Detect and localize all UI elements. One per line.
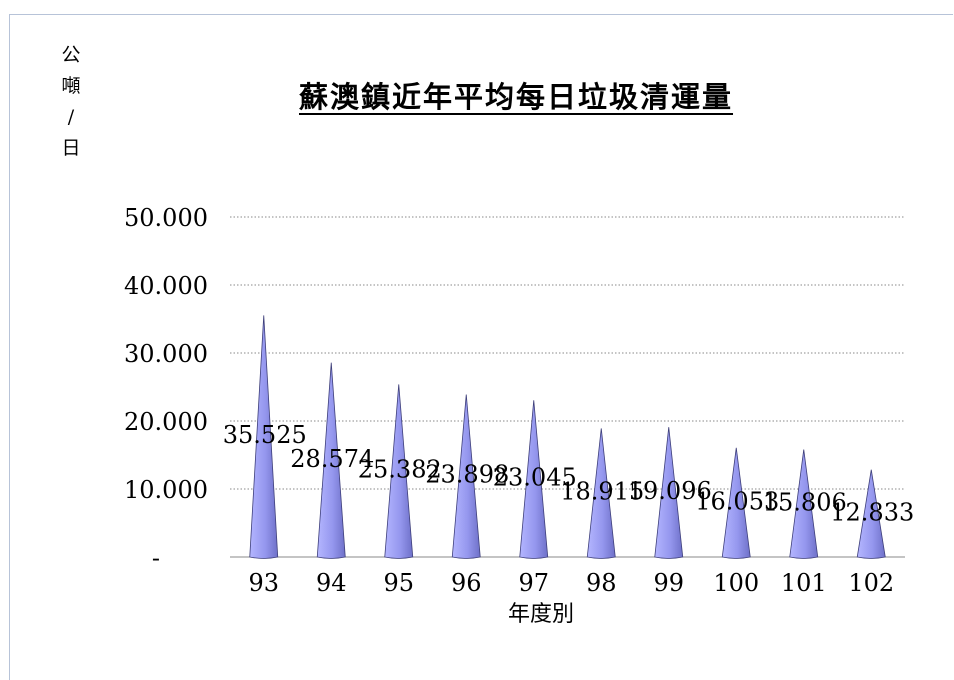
x-tick-label: 101 — [781, 569, 827, 597]
x-axis-label: 年度別 — [508, 602, 575, 627]
data-label: 35.525 — [223, 421, 307, 449]
x-tick-label: 97 — [518, 569, 549, 597]
bar-93 — [249, 315, 279, 559]
chart-title: 蘇澳鎮近年平均每日垃圾清運量 — [299, 80, 734, 114]
chart-frame — [9, 14, 953, 680]
x-tick-label: 93 — [248, 569, 279, 597]
data-label: 16.053 — [695, 487, 779, 515]
y-tick-label: 20.000 — [124, 408, 208, 436]
x-tick-label: 102 — [848, 569, 894, 597]
bar-96 — [451, 394, 481, 559]
bar-94 — [316, 362, 346, 559]
y-tick-label: 30.000 — [124, 340, 208, 368]
y-tick-label: 50.000 — [124, 204, 208, 232]
y-axis-label: 公 噸 / 日 — [56, 40, 86, 164]
x-tick-label: 94 — [316, 569, 347, 597]
data-label: 23.898 — [425, 461, 509, 489]
x-tick-label: 95 — [383, 569, 414, 597]
bar-100 — [721, 447, 751, 559]
bar-99 — [654, 427, 684, 559]
data-label: 28.574 — [290, 445, 374, 473]
bar-97 — [519, 400, 549, 559]
data-label: 18.915 — [560, 478, 644, 506]
y-tick-label: 40.000 — [124, 272, 208, 300]
data-label: 12.833 — [830, 498, 914, 526]
data-label: 23.045 — [493, 464, 577, 492]
bar-101 — [789, 449, 819, 559]
x-tick-label: 98 — [586, 569, 617, 597]
x-tick-label: 99 — [653, 569, 684, 597]
y-axis-label-char: 公 — [61, 44, 81, 66]
y-axis-label-char: / — [67, 106, 75, 128]
y-tick-label: 10.000 — [124, 476, 208, 504]
y-axis-label-char: 噸 — [61, 75, 81, 97]
bar-98 — [586, 428, 616, 559]
data-label: 25.382 — [358, 456, 442, 484]
bar-102 — [856, 469, 886, 559]
x-tick-label: 100 — [713, 569, 759, 597]
y-tick-label: - — [152, 544, 160, 572]
y-axis-label-char: 日 — [61, 137, 81, 159]
data-label: 19.096 — [628, 477, 712, 505]
data-label: 15.806 — [763, 488, 847, 516]
bar-95 — [384, 384, 414, 559]
x-tick-label: 96 — [451, 569, 482, 597]
